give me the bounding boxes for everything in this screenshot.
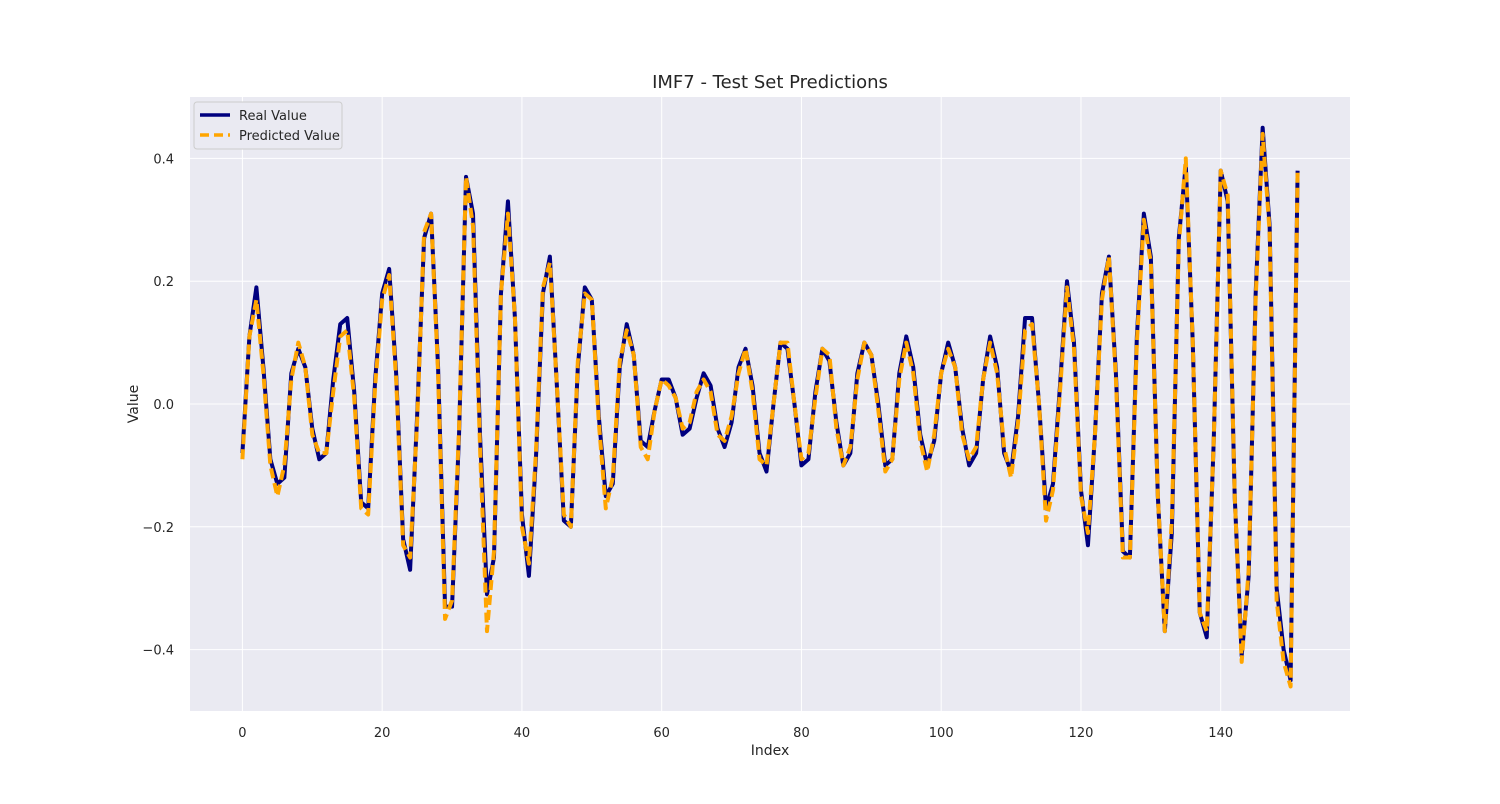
x-axis-label: Index <box>751 743 790 759</box>
x-tick-label: 80 <box>793 726 810 741</box>
x-tick-label: 100 <box>929 726 954 741</box>
x-tick-label: 40 <box>514 726 531 741</box>
series-line-predicted-value <box>240 131 1300 689</box>
legend-box <box>193 101 343 150</box>
y-tick-labels: −0.4 −0.2 0.0 0.2 0.4 <box>142 152 174 658</box>
y-tick-label: −0.2 <box>142 521 174 536</box>
x-tick-label: 0 <box>238 726 246 741</box>
y-tick-label: 0.2 <box>153 275 174 290</box>
y-axis-label: Value <box>126 385 142 423</box>
y-tick-label: 0.0 <box>153 398 174 413</box>
y-tick-label: 0.4 <box>153 152 174 167</box>
legend: Real Value Predicted Value <box>193 101 343 150</box>
chart-title: IMF7 - Test Set Predictions <box>652 72 888 93</box>
x-tick-label: 140 <box>1208 726 1233 741</box>
x-tick-label: 60 <box>653 726 670 741</box>
x-tick-labels: 0 20 40 60 80 100 120 140 <box>238 726 1233 741</box>
legend-label-predicted-value: Predicted Value <box>239 129 340 144</box>
y-tick-label: −0.4 <box>142 644 174 659</box>
x-tick-label: 120 <box>1069 726 1094 741</box>
legend-label-real-value: Real Value <box>239 109 307 124</box>
series-layer <box>240 125 1300 689</box>
x-tick-label: 20 <box>374 726 391 741</box>
